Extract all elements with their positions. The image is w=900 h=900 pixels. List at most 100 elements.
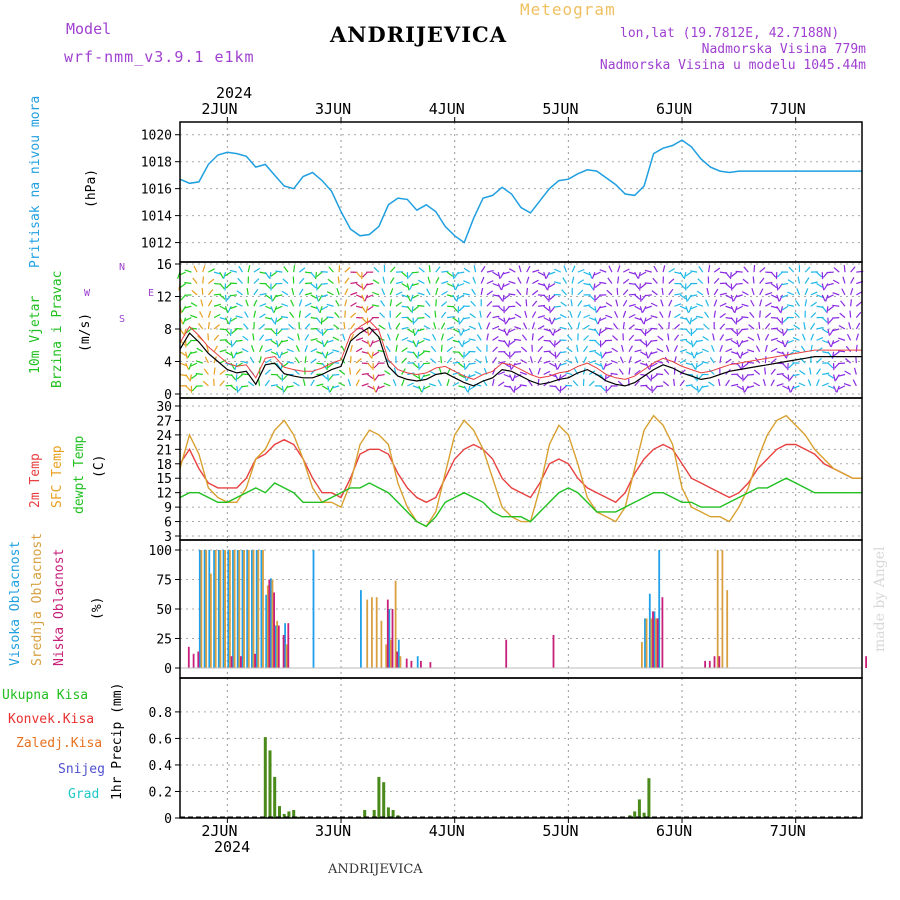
wind-barb — [746, 373, 755, 376]
wind-barb — [593, 271, 601, 276]
wind-barb — [826, 306, 829, 314]
wind-barb — [366, 282, 374, 286]
wind-barb — [753, 381, 760, 387]
wind-barb — [572, 380, 579, 387]
wind-barb — [548, 306, 551, 314]
wind-barb — [554, 385, 561, 392]
temperature-ytick-label-0: 3 — [164, 530, 172, 545]
cloud-bar-low — [254, 653, 256, 668]
wind-barb — [685, 306, 689, 314]
wind-barb — [855, 356, 857, 364]
wind-barb — [179, 351, 187, 357]
cloud-bar-high — [251, 550, 253, 668]
wind-barb — [228, 317, 232, 325]
wind-barb — [401, 326, 409, 330]
wind-barb — [780, 306, 784, 314]
wind-barb — [264, 358, 272, 364]
wind-barb — [554, 328, 562, 334]
wind-barb — [207, 333, 210, 341]
wind-barb — [570, 299, 573, 307]
wind-barb — [247, 265, 251, 273]
wind-barb — [604, 351, 613, 354]
wind-barb — [467, 385, 471, 393]
cloud-bar-high — [397, 639, 400, 668]
wind-barb — [588, 294, 595, 301]
wind-barb — [326, 328, 334, 331]
wind-barb — [446, 379, 450, 387]
wind-barb — [199, 311, 204, 318]
wind-barb — [612, 335, 619, 341]
wind-barb — [499, 271, 505, 279]
wind-barb — [543, 360, 551, 364]
wind-barb — [747, 336, 755, 341]
footer-station: ANDRIJEVICA — [328, 862, 423, 877]
wind-barb — [753, 369, 761, 375]
temp-side-label-1: 2m Temp — [28, 453, 43, 508]
cloud-ytick-label-4: 100 — [149, 544, 172, 559]
wind-barb — [231, 328, 238, 335]
wind-barb — [395, 344, 398, 352]
wind-barb — [736, 317, 744, 323]
wind-barb — [537, 367, 541, 375]
wind-barb — [508, 268, 516, 273]
precip-ytick-label-2: 0.4 — [149, 759, 173, 774]
wind-barb — [423, 373, 431, 377]
wind-barb — [685, 362, 693, 366]
wind-barb — [706, 287, 710, 296]
wind-barb — [693, 351, 698, 359]
wind-barb — [225, 328, 231, 335]
wind-barb — [614, 311, 619, 318]
wind-barb — [291, 287, 295, 296]
precip-bar — [647, 778, 651, 818]
wind-barb — [275, 294, 283, 297]
wind-barb — [435, 277, 440, 284]
wind-barb — [537, 271, 545, 276]
wind-barb — [640, 351, 647, 356]
wind-barb — [850, 288, 854, 296]
wind-barb — [708, 381, 715, 387]
wind-barb — [513, 385, 516, 393]
wind-barb — [696, 385, 699, 393]
wind-barb — [725, 305, 733, 310]
wind-barb — [577, 268, 585, 273]
wind-barb — [650, 339, 658, 342]
wind-barb — [560, 373, 567, 379]
wind-barb — [486, 322, 491, 330]
wind-barb — [326, 316, 334, 319]
wind-barb — [816, 282, 823, 288]
wind-barb — [503, 328, 508, 336]
wind-barb — [282, 278, 289, 284]
wind-barb — [731, 383, 739, 387]
wind-barb — [492, 356, 497, 364]
wind-barb — [751, 288, 755, 296]
wind-barb — [559, 351, 567, 354]
cloud-bar-low — [386, 599, 389, 668]
wind-barb — [233, 351, 238, 359]
wind-barb — [531, 311, 537, 318]
wind-barb — [318, 294, 323, 302]
wind-barb — [709, 356, 715, 364]
wind-barb — [787, 339, 795, 344]
wind-barb — [623, 268, 630, 273]
wind-barb — [468, 373, 476, 378]
wind-barb — [265, 305, 272, 310]
wind-barb — [361, 305, 367, 313]
wind-barb — [236, 374, 243, 380]
cloud-bar-low — [429, 662, 432, 668]
wind-barb — [750, 299, 755, 307]
wind-barb — [736, 362, 742, 370]
wind-barb — [411, 271, 419, 274]
wind-barb — [417, 317, 425, 319]
wind-barb — [770, 327, 779, 330]
wind-barb — [225, 339, 232, 346]
pressure-ytick-label-3: 1018 — [141, 156, 172, 171]
wind-barb — [679, 369, 686, 375]
cloud-ytick-label-0: 0 — [164, 662, 172, 677]
wind-barb — [531, 290, 539, 296]
wind-barb — [679, 271, 685, 279]
wind-barb — [549, 294, 556, 300]
wind-barb — [420, 374, 425, 381]
pressure-panel-frame — [179, 121, 863, 263]
wind-barb — [574, 356, 579, 364]
wind-barb — [583, 335, 590, 341]
